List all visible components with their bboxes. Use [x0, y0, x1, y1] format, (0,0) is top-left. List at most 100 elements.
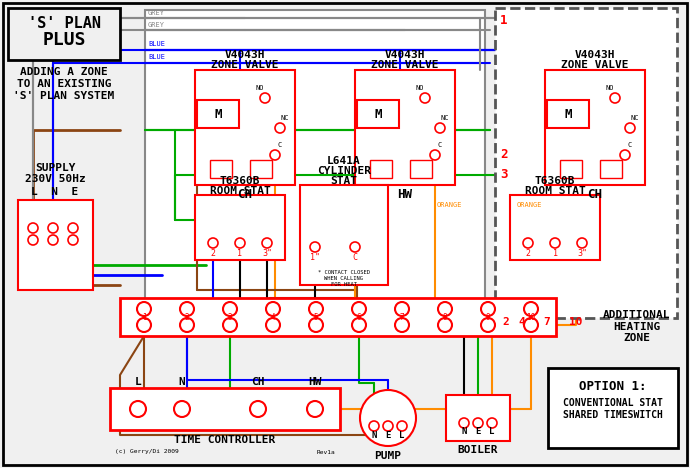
Circle shape [523, 238, 533, 248]
Circle shape [223, 302, 237, 316]
Circle shape [180, 318, 194, 332]
Text: 3": 3" [577, 249, 587, 257]
Text: CH: CH [587, 189, 602, 202]
Circle shape [438, 302, 452, 316]
Text: V4043H: V4043H [575, 50, 615, 60]
Bar [560, 160, 582, 178]
Text: T6360B: T6360B [219, 176, 260, 186]
Circle shape [350, 242, 360, 252]
Text: OPTION 1:: OPTION 1: [579, 380, 647, 394]
Text: GREY: GREY [148, 10, 165, 16]
Circle shape [48, 223, 58, 233]
Text: 'S' PLAN SYSTEM: 'S' PLAN SYSTEM [13, 91, 115, 101]
Text: 7: 7 [400, 313, 404, 322]
Text: L: L [135, 377, 141, 387]
Bar [545, 70, 645, 185]
Text: N: N [179, 377, 186, 387]
Circle shape [235, 238, 245, 248]
Text: ZONE VALVE: ZONE VALVE [371, 60, 439, 70]
Text: 3: 3 [500, 168, 508, 182]
Text: STAT: STAT [331, 176, 357, 186]
Circle shape [266, 318, 280, 332]
Bar [195, 70, 295, 185]
Circle shape [524, 318, 538, 332]
Text: 10: 10 [569, 317, 583, 327]
Text: V4043H: V4043H [385, 50, 425, 60]
Circle shape [459, 418, 469, 428]
Text: 8: 8 [443, 313, 447, 322]
Text: 230V 50Hz: 230V 50Hz [25, 174, 86, 184]
Bar [600, 160, 622, 178]
Text: L641A: L641A [327, 156, 361, 166]
Circle shape [577, 238, 587, 248]
Text: E: E [385, 431, 391, 439]
Text: 1: 1 [237, 249, 242, 257]
Text: NO: NO [256, 85, 264, 91]
Text: N: N [371, 431, 377, 439]
Bar [495, 8, 677, 318]
Text: 7: 7 [544, 317, 551, 327]
Circle shape [48, 235, 58, 245]
Text: CYLINDER: CYLINDER [317, 166, 371, 176]
Text: NO: NO [416, 85, 424, 91]
Text: M: M [215, 108, 221, 120]
Circle shape [307, 401, 323, 417]
Circle shape [260, 93, 270, 103]
Circle shape [397, 421, 407, 431]
Text: C: C [628, 142, 632, 148]
Text: TO AN EXISTING: TO AN EXISTING [17, 79, 111, 89]
Bar [8, 8, 120, 60]
Bar [370, 160, 392, 178]
Text: ADDING A ZONE: ADDING A ZONE [20, 67, 108, 77]
Text: ZONE VALVE: ZONE VALVE [211, 60, 279, 70]
Text: 3": 3" [262, 249, 272, 257]
Text: NC: NC [281, 115, 289, 121]
Text: NC: NC [631, 115, 639, 121]
Text: M: M [374, 108, 382, 120]
Text: 5: 5 [314, 313, 318, 322]
Text: PLUS: PLUS [42, 31, 86, 49]
Text: 10: 10 [526, 313, 535, 322]
Text: 2: 2 [185, 313, 189, 322]
Circle shape [28, 235, 38, 245]
Text: 1: 1 [500, 14, 508, 27]
Bar [250, 160, 272, 178]
Circle shape [550, 238, 560, 248]
Circle shape [473, 418, 483, 428]
Text: TIME CONTROLLER: TIME CONTROLLER [175, 435, 275, 445]
Text: ORANGE: ORANGE [517, 202, 542, 208]
Text: 1: 1 [141, 313, 146, 322]
Circle shape [28, 223, 38, 233]
Circle shape [430, 150, 440, 160]
Circle shape [352, 302, 366, 316]
Circle shape [420, 93, 430, 103]
Text: M: M [564, 108, 572, 120]
Circle shape [524, 302, 538, 316]
Text: V4043H: V4043H [225, 50, 265, 60]
Text: HW: HW [397, 189, 413, 202]
Circle shape [223, 318, 237, 332]
Bar [145, 10, 485, 305]
Text: CH: CH [251, 377, 265, 387]
Text: NO: NO [606, 85, 614, 91]
Bar [446, 395, 510, 441]
Text: SUPPLY: SUPPLY [34, 163, 75, 173]
Circle shape [610, 93, 620, 103]
Circle shape [438, 318, 452, 332]
Circle shape [275, 123, 285, 133]
Bar [110, 388, 340, 430]
Bar [357, 100, 399, 128]
Text: T6360B: T6360B [535, 176, 575, 186]
Text: NC: NC [441, 115, 449, 121]
Text: (c) Gerry/Di 2009: (c) Gerry/Di 2009 [115, 449, 179, 454]
Bar [547, 100, 589, 128]
Text: 1": 1" [310, 253, 320, 262]
Circle shape [369, 421, 379, 431]
Circle shape [625, 123, 635, 133]
Bar [300, 185, 388, 285]
Circle shape [137, 302, 151, 316]
Circle shape [309, 318, 323, 332]
Circle shape [310, 242, 320, 252]
Text: SHARED TIMESWITCH: SHARED TIMESWITCH [563, 410, 663, 420]
Bar [410, 160, 432, 178]
